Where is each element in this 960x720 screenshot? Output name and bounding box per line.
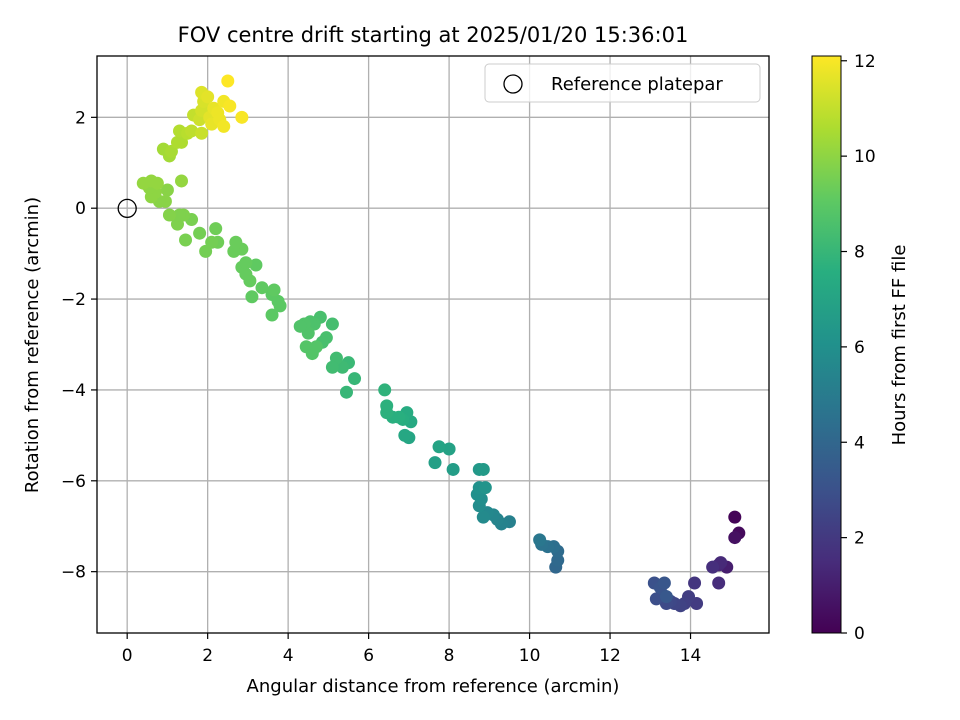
colorbar-tick-label: 8 — [854, 243, 865, 263]
colorbar: 0 2 4 6 8 10 12 Hours from first FF file — [811, 52, 910, 644]
chart-title: FOV centre drift starting at 2025/01/20 … — [178, 23, 689, 47]
data-points — [136, 74, 746, 613]
data-point — [162, 208, 176, 222]
data-point — [193, 226, 207, 240]
colorbar-label: Hours from first FF file — [889, 245, 910, 446]
colorbar-tick-label: 2 — [854, 529, 865, 549]
data-point — [446, 462, 460, 476]
x-tick-label: 0 — [122, 646, 133, 666]
data-point — [476, 462, 490, 476]
data-point — [150, 176, 164, 190]
data-point — [223, 99, 237, 113]
data-point — [201, 90, 215, 104]
colorbar-ticks: 0 2 4 6 8 10 12 — [841, 52, 876, 644]
data-point — [432, 440, 446, 454]
x-tick-label: 6 — [363, 646, 374, 666]
colorbar-tick-label: 10 — [854, 147, 876, 167]
data-point — [378, 383, 392, 397]
data-point — [227, 244, 241, 258]
data-point — [179, 233, 193, 247]
data-point — [706, 560, 720, 574]
data-point — [551, 553, 565, 567]
data-point — [478, 481, 492, 495]
data-point — [348, 372, 362, 386]
y-tick-label: −8 — [61, 563, 86, 583]
data-point — [160, 183, 174, 197]
x-tick-label: 4 — [283, 646, 294, 666]
legend-box — [484, 63, 761, 103]
colorbar-tick-label: 12 — [854, 52, 876, 72]
colorbar-tick-label: 4 — [854, 433, 865, 453]
legend-reference-marker-icon — [503, 74, 523, 94]
data-point — [325, 360, 339, 374]
data-point — [265, 308, 279, 322]
data-point — [195, 126, 209, 140]
data-point — [217, 119, 231, 133]
data-point — [293, 319, 307, 333]
y-tick-label: −4 — [61, 381, 86, 401]
data-point — [712, 576, 726, 590]
data-point — [172, 208, 186, 222]
y-axis-ticks: −8 −6 −4 −2 0 2 — [61, 108, 97, 583]
reference-platepar-marker — [117, 198, 137, 219]
data-point — [688, 576, 702, 590]
data-point — [476, 510, 490, 524]
y-tick-label: −6 — [61, 472, 86, 492]
data-point — [659, 590, 673, 604]
data-point — [255, 281, 269, 295]
data-point — [398, 428, 412, 442]
data-point — [245, 290, 259, 304]
data-point — [649, 592, 663, 606]
data-point — [728, 531, 742, 545]
data-point — [728, 510, 742, 524]
data-point — [657, 576, 671, 590]
x-tick-label: 10 — [519, 646, 541, 666]
x-tick-label: 2 — [202, 646, 213, 666]
y-tick-label: 2 — [75, 108, 86, 128]
x-tick-label: 12 — [599, 646, 621, 666]
colorbar-tick-label: 0 — [854, 624, 865, 644]
data-point — [325, 317, 339, 331]
colorbar-tick-label: 6 — [854, 338, 865, 358]
data-point — [428, 456, 442, 470]
data-point — [209, 222, 223, 236]
plot-frame — [96, 55, 770, 634]
data-point — [199, 244, 213, 258]
y-axis-label: Rotation from reference (arcmin) — [22, 197, 43, 493]
data-point — [442, 442, 456, 456]
grid-lines — [97, 56, 769, 633]
data-point — [185, 124, 199, 138]
data-point — [175, 174, 189, 188]
data-point — [533, 533, 547, 547]
data-point — [267, 283, 281, 297]
colorbar-gradient — [811, 55, 842, 634]
x-tick-label: 8 — [444, 646, 455, 666]
data-point — [235, 110, 249, 124]
data-point — [221, 74, 235, 88]
data-point — [380, 399, 394, 413]
x-axis-label: Angular distance from reference (arcmin) — [247, 676, 620, 697]
data-point — [239, 256, 253, 270]
x-axis-ticks: 0 2 4 6 8 10 12 14 — [122, 633, 702, 666]
data-point — [309, 340, 323, 354]
legend: Reference platepar — [484, 63, 761, 103]
data-point — [339, 385, 353, 399]
legend-entry-reference-platepar: Reference platepar — [551, 74, 723, 95]
data-point — [249, 258, 263, 272]
y-tick-label: 0 — [75, 199, 86, 219]
y-tick-label: −2 — [61, 290, 86, 310]
x-tick-label: 14 — [680, 646, 702, 666]
